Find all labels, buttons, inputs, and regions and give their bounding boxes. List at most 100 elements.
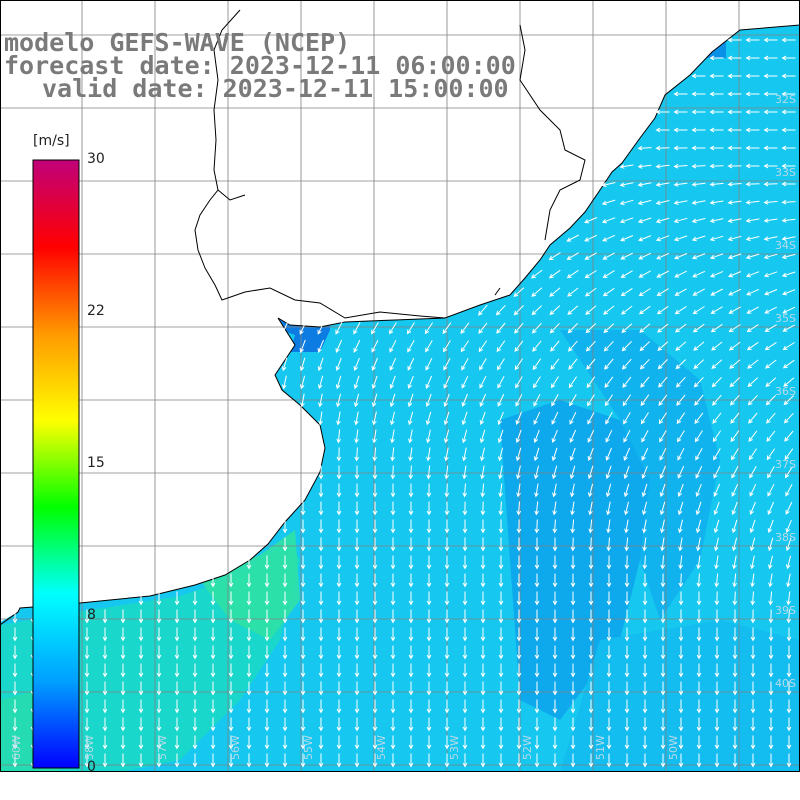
wind-arrow [568, 358, 578, 370]
wind-arrow [566, 252, 579, 260]
wind-arrow [228, 699, 234, 714]
wind-arrow [498, 717, 504, 732]
wind-arrow [192, 645, 198, 660]
wind-arrow [678, 717, 684, 732]
wind-arrow [354, 699, 360, 714]
wind-arrow [749, 483, 757, 497]
wind-arrow [426, 501, 432, 516]
wind-arrow [462, 537, 468, 552]
wind-arrow [623, 483, 630, 498]
wind-arrow [138, 753, 144, 768]
wind-arrow [300, 501, 306, 516]
wind-arrow [426, 753, 432, 768]
wind-arrow [606, 555, 612, 570]
wind-arrow [264, 681, 270, 696]
wind-arrow [675, 341, 687, 351]
wind-arrow [746, 341, 759, 351]
wind-arrow [444, 573, 450, 588]
wind-arrow [498, 609, 504, 624]
wind-arrow [604, 376, 614, 389]
wind-arrow [622, 358, 632, 370]
wind-arrow [786, 645, 792, 660]
wind-arrow [496, 322, 506, 334]
wind-arrow [228, 663, 234, 678]
wind-arrow [781, 91, 796, 97]
wind-arrow [228, 681, 234, 696]
wind-arrow [586, 376, 596, 389]
wind-arrow [480, 735, 486, 750]
wind-arrow [570, 717, 576, 732]
wind-arrow [192, 663, 198, 678]
wind-arrow [210, 609, 216, 624]
wind-arrow [691, 200, 706, 205]
wind-arrow [102, 609, 108, 624]
wind-arrow [552, 627, 558, 642]
colorbar-unit: [m/s] [33, 133, 70, 149]
wind-arrow [763, 199, 778, 205]
wind-arrow [480, 501, 486, 516]
wind-arrow [691, 145, 706, 151]
wind-arrow [696, 663, 702, 678]
wind-arrow [407, 393, 414, 408]
wind-arrow [480, 447, 485, 462]
longitude-label: 53W [448, 735, 461, 760]
wind-arrow [606, 735, 612, 750]
wind-arrow [372, 609, 378, 624]
wind-arrow [711, 377, 722, 388]
wind-arrow [425, 375, 433, 389]
wind-arrow [390, 573, 396, 588]
wind-arrow [624, 645, 630, 660]
wind-arrow [768, 645, 774, 660]
wind-arrow [749, 537, 756, 552]
wind-arrow [691, 253, 706, 260]
wind-arrow [695, 519, 702, 534]
wind-arrow [641, 447, 649, 461]
wind-arrow [677, 465, 685, 479]
wind-arrow [657, 323, 669, 333]
wind-arrow [584, 252, 597, 260]
wind-arrow [480, 465, 485, 480]
wind-arrow [709, 91, 724, 97]
wind-arrow [676, 412, 686, 425]
wind-arrow [498, 699, 504, 714]
wind-arrow [533, 465, 539, 480]
wind-arrow [516, 699, 522, 714]
wind-arrow [372, 483, 378, 498]
wind-arrow [210, 591, 216, 606]
wind-arrow [602, 287, 615, 297]
wind-arrow [728, 341, 741, 351]
wind-arrow [781, 127, 796, 133]
longitude-labels: 60W 58W 57W 56W 55W 54W 53W 52W 51W 50W [10, 735, 680, 760]
wind-arrow [620, 252, 634, 260]
wind-arrow [516, 483, 521, 498]
wind-arrow [782, 306, 796, 314]
wind-arrow [782, 324, 795, 332]
wind-arrow [530, 269, 543, 279]
wind-arrow [624, 573, 630, 588]
wind-arrow [763, 73, 778, 79]
wind-arrow [531, 305, 543, 316]
wind-arrow [642, 591, 648, 606]
wind-arrow [731, 501, 738, 516]
wind-arrow [709, 73, 724, 79]
wind-arrow [497, 411, 504, 425]
wind-arrow [84, 627, 90, 642]
wind-arrow [497, 429, 504, 444]
wind-arrow [781, 218, 796, 223]
wind-arrow [480, 753, 486, 768]
wind-arrow [318, 753, 324, 768]
wind-arrow [156, 663, 162, 678]
wind-arrow [746, 288, 760, 296]
wind-arrow [570, 609, 576, 624]
wind-arrow [426, 519, 432, 534]
wind-arrow [656, 288, 669, 296]
wind-arrow [713, 519, 720, 534]
wind-arrow [552, 753, 558, 768]
wind-arrow [390, 627, 396, 642]
wind-arrow [335, 375, 342, 390]
wind-arrow [426, 681, 432, 696]
wind-arrow [677, 501, 684, 516]
wind-arrow [587, 412, 595, 425]
wind-arrow [606, 537, 612, 552]
wind-arrow [318, 411, 323, 426]
